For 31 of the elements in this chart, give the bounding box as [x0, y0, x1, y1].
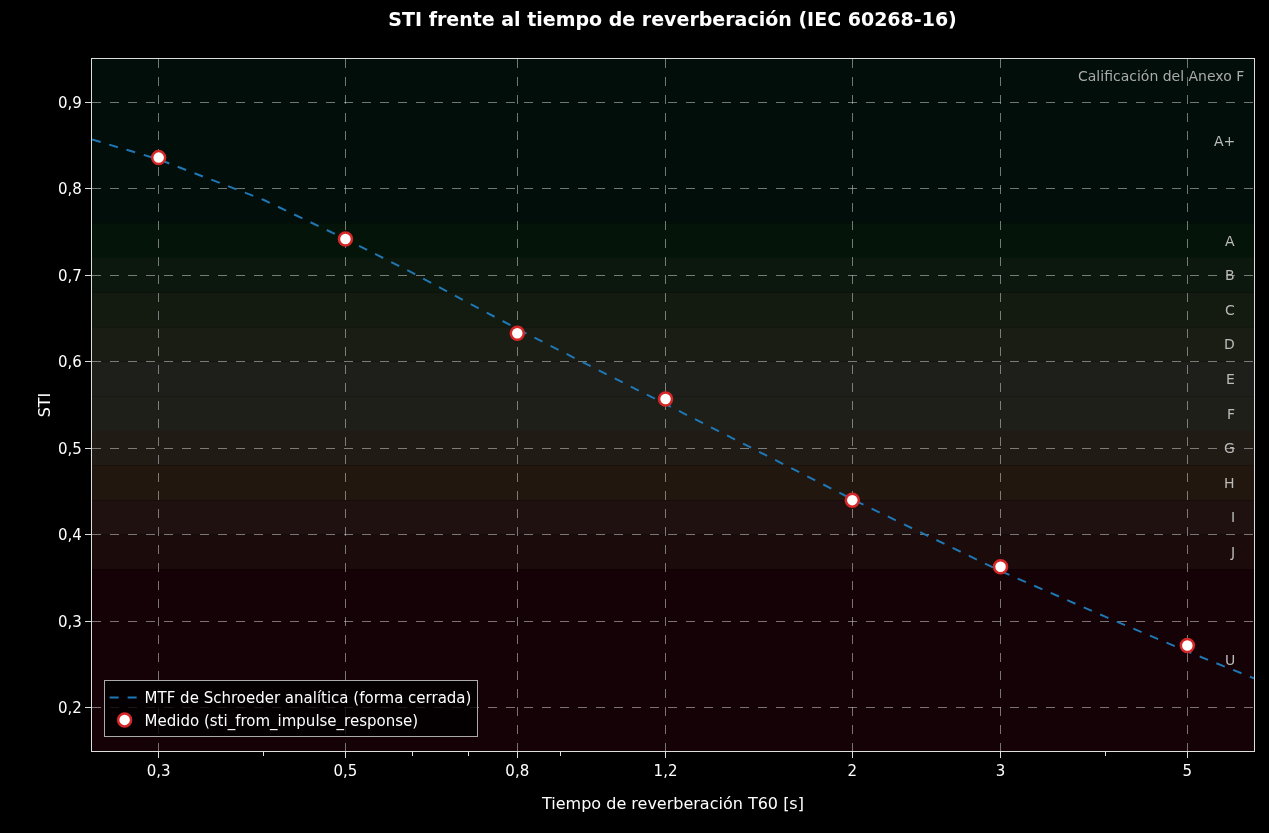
x-tick-label: 5 [1182, 762, 1193, 781]
legend-label: MTF de Schroeder analítica (forma cerrada) [144, 689, 472, 708]
y-tick-label: 0,8 [57, 180, 82, 198]
y-tick-label: 0,3 [57, 612, 82, 631]
band-label: J [1230, 544, 1236, 560]
y-tick-label: 0,6 [57, 353, 82, 371]
x-axis-title: Tiempo de reverberación T60 [s] [541, 794, 804, 814]
band-label: E [1226, 371, 1235, 387]
x-tick-label: 0,3 [146, 762, 171, 781]
x-tick-label: 1,2 [653, 762, 678, 781]
band-label: C [1225, 302, 1235, 318]
band-label: A+ [1214, 133, 1236, 149]
annotation: Calificación del Anexo F [1078, 68, 1245, 84]
band-label: D [1224, 336, 1235, 352]
y-tick-label: 0,7 [57, 266, 82, 285]
chart-title: STI frente al tiempo de reverberación (IEC 60268-16) [388, 7, 957, 30]
y-axis-title: STI [34, 392, 54, 418]
x-tick-label: 2 [847, 762, 858, 781]
band-label: H [1224, 475, 1235, 491]
x-tick-label: 0,5 [333, 762, 358, 781]
band-label: I [1231, 509, 1236, 525]
band-label: A [1225, 233, 1235, 249]
y-tick-label: 0,5 [57, 439, 82, 458]
band-label: U [1225, 652, 1236, 668]
y-tick-label: 0,4 [57, 526, 82, 544]
y-tick-label: 0,9 [57, 93, 82, 112]
legend-label: Medido (sti_from_impulse_response) [144, 711, 419, 731]
band-label: F [1227, 406, 1236, 422]
x-tick-label: 3 [995, 762, 1006, 781]
y-tick-label: 0,2 [57, 699, 82, 717]
x-tick-label: 0,8 [505, 762, 530, 781]
